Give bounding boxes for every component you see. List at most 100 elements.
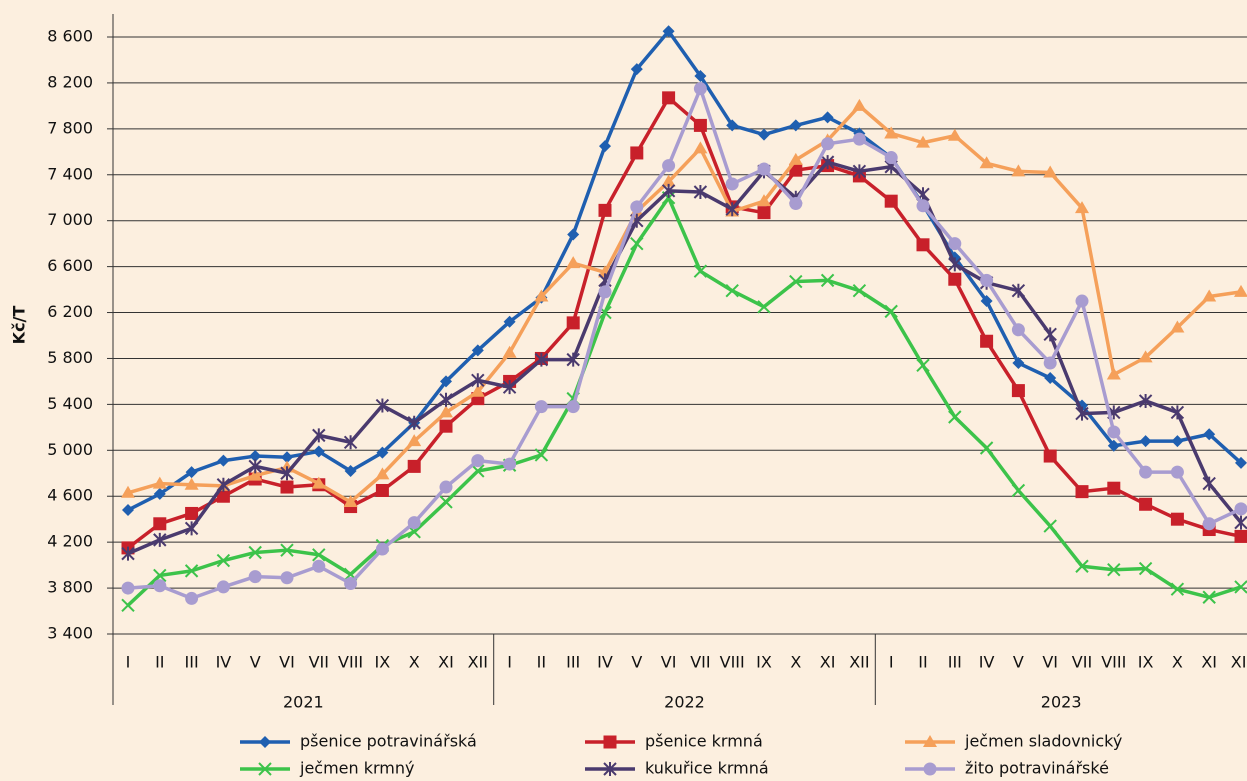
marker (948, 410, 962, 424)
series-line (126, 195, 1242, 607)
marker (1075, 294, 1089, 308)
legend-marker (923, 762, 937, 776)
marker (789, 196, 803, 210)
legend-label: ječmen krmný (299, 759, 415, 778)
marker (470, 384, 485, 397)
marker (248, 468, 263, 481)
marker (1203, 428, 1216, 441)
marker (916, 358, 930, 373)
marker (1075, 559, 1089, 573)
marker (343, 435, 358, 450)
marker (948, 237, 962, 251)
marker (693, 82, 707, 96)
marker (185, 466, 198, 479)
marker (757, 206, 771, 220)
marker (152, 476, 167, 489)
legend-label: pšenice potravinářská (300, 732, 477, 751)
series (122, 25, 1247, 517)
marker (216, 553, 231, 568)
marker (916, 199, 930, 213)
legend-marker (923, 735, 937, 747)
marker (693, 264, 708, 278)
marker (534, 289, 549, 302)
marker (852, 98, 867, 111)
marker (503, 457, 517, 471)
y-tick-label: 6 200 (47, 302, 93, 321)
marker (1170, 320, 1185, 333)
legend-marker (603, 735, 617, 749)
marker (1011, 283, 1026, 298)
legend-label: pšenice krmná (645, 732, 763, 751)
x-tick-label: XI (438, 653, 454, 672)
marker (598, 203, 612, 217)
marker (121, 485, 135, 498)
marker (1234, 515, 1247, 530)
marker (1234, 284, 1247, 297)
marker (407, 459, 421, 473)
legend-label: žito potravinářské (965, 759, 1109, 778)
marker (1139, 465, 1153, 479)
y-tick-label: 6 600 (47, 256, 93, 275)
marker (725, 202, 739, 217)
marker (693, 184, 708, 199)
x-tick-label: XII (468, 653, 488, 672)
marker (1043, 327, 1057, 342)
marker (566, 352, 580, 367)
marker (1202, 289, 1217, 302)
marker (216, 489, 230, 503)
legend-item: pšenice krmná (585, 732, 763, 751)
marker (630, 200, 644, 214)
marker (248, 545, 262, 560)
marker (343, 494, 358, 507)
x-tick-label: XI (1201, 653, 1217, 672)
x-tick-label: VI (1042, 653, 1058, 672)
x-tick-label: III (948, 653, 962, 672)
marker (185, 506, 199, 520)
series (121, 82, 1247, 605)
marker (694, 70, 707, 83)
marker (916, 238, 930, 252)
marker (567, 228, 580, 241)
marker (979, 441, 994, 455)
legend-item: žito potravinářské (905, 759, 1109, 778)
marker (311, 476, 326, 489)
marker (789, 274, 803, 289)
marker (153, 517, 167, 531)
marker (852, 132, 866, 146)
marker (1075, 406, 1089, 421)
marker (439, 405, 453, 418)
marker (1138, 350, 1153, 363)
marker (439, 480, 453, 494)
marker (1170, 512, 1184, 526)
marker (471, 454, 485, 468)
marker (375, 467, 390, 480)
marker (280, 543, 294, 557)
marker (1011, 164, 1026, 177)
marker (821, 111, 834, 124)
marker (122, 504, 134, 517)
series-line (127, 29, 1243, 512)
marker (312, 559, 326, 573)
x-tick-label: VI (279, 653, 295, 672)
marker (1202, 476, 1216, 491)
marker (312, 428, 326, 443)
marker (153, 579, 167, 593)
marker (216, 477, 231, 492)
x-tick-label: IV (597, 653, 613, 672)
y-tick-label: 4 200 (47, 532, 93, 551)
x-tick-label: IV (979, 653, 995, 672)
marker (884, 126, 899, 139)
marker (1107, 425, 1121, 439)
marker (471, 464, 485, 478)
y-tick-label: 5 000 (47, 440, 93, 459)
marker (1043, 165, 1058, 178)
y-tick-label: 4 600 (47, 486, 93, 505)
legend-marker (259, 736, 271, 748)
x-tick-label: IX (1138, 653, 1154, 672)
series (121, 91, 1247, 555)
marker (1012, 357, 1025, 370)
marker (630, 236, 644, 251)
marker (216, 580, 230, 594)
marker (661, 174, 676, 187)
